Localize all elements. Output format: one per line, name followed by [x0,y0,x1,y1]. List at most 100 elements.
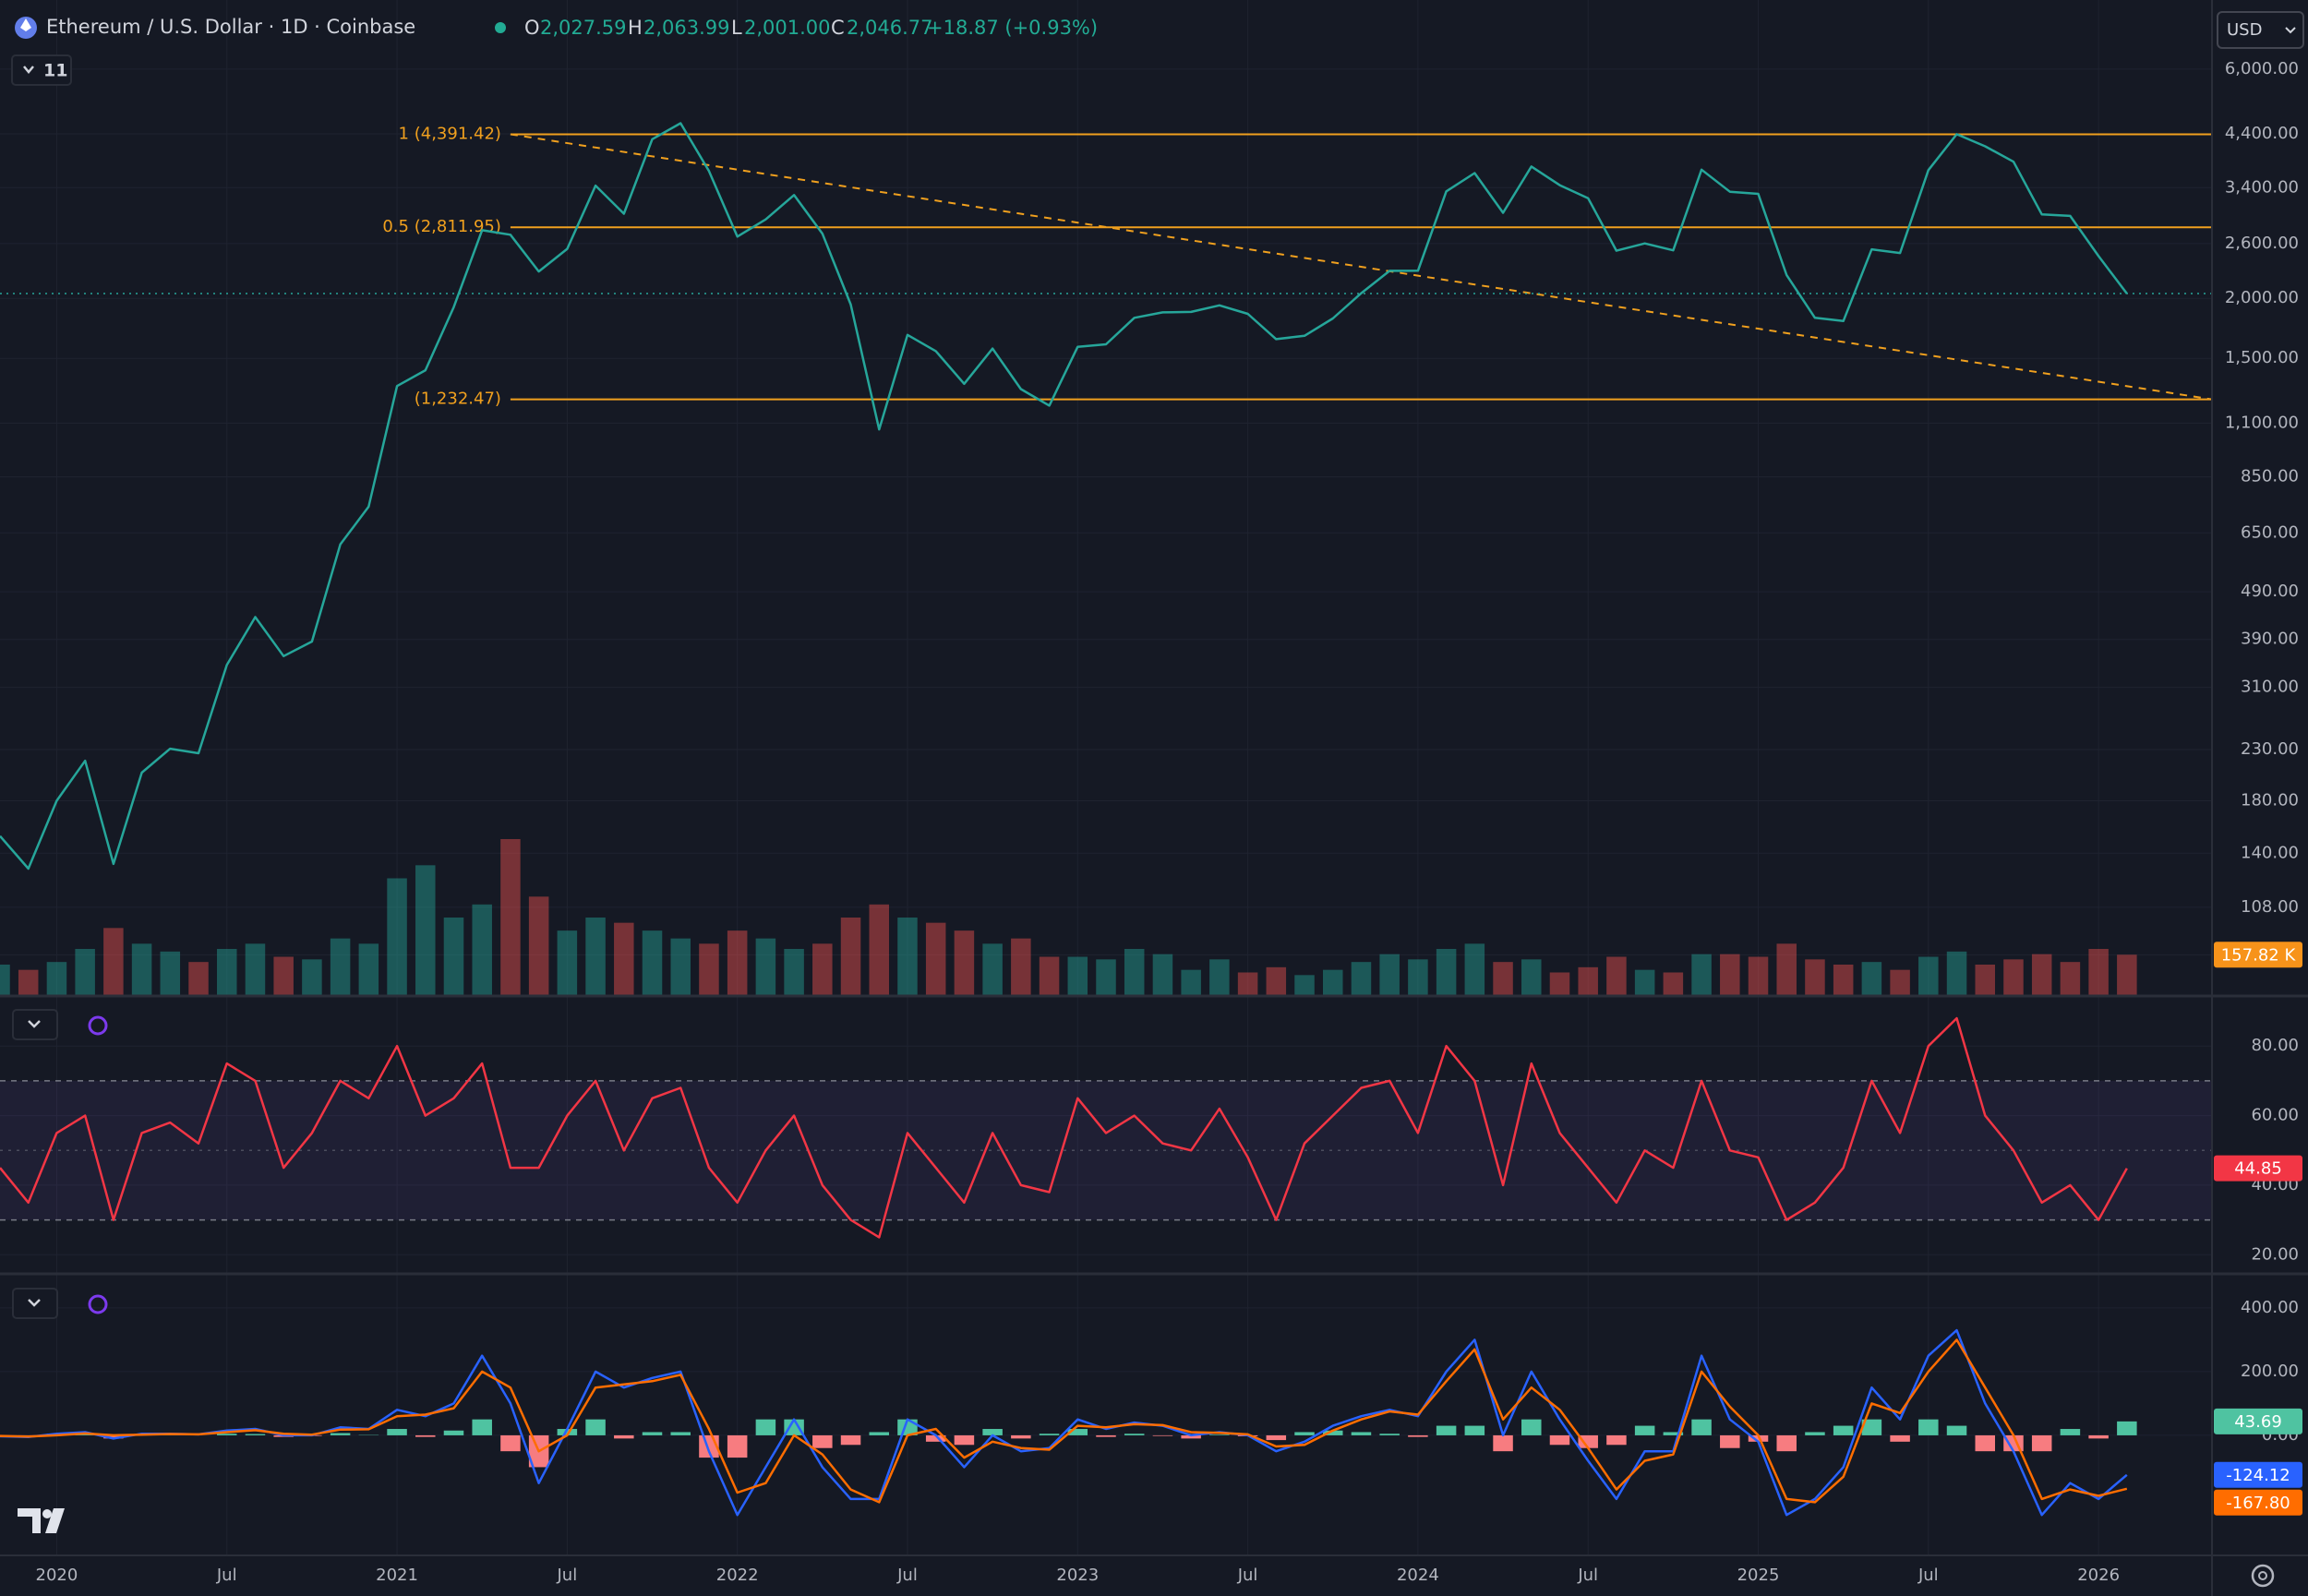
histogram-bar [1833,1425,1854,1435]
volume-bar [557,930,578,996]
ohlc-value: 2,046.77 [847,17,933,39]
volume-bar [1181,969,1201,996]
histogram-bar [614,1434,634,1439]
volume-bar [642,930,663,996]
indicators-toggle[interactable]: 11 [11,54,72,86]
volume-bar [387,878,407,996]
currency-box[interactable] [2217,11,2304,49]
currency-selector[interactable]: USD [2217,11,2304,49]
y-tick-label: 1,500.00 [2225,348,2299,367]
ohlc-value: 2,063.99 [643,17,730,39]
volume-bar [1011,938,1031,996]
volume-bar [727,930,748,996]
volume-bar [358,943,379,996]
histogram-bar [500,1434,521,1452]
volume-bar [982,943,1003,996]
volume-bar [2003,959,2024,996]
gear-hub [2258,1571,2267,1580]
volume-bar [812,943,833,996]
histogram-bar [1266,1434,1287,1441]
histogram-bar [954,1434,975,1446]
histogram-bar [216,1434,237,1435]
price-tag [2214,1155,2302,1182]
histogram-bar [1294,1432,1315,1435]
volume-bar [2117,954,2137,996]
x-tick-label: Jul [556,1566,577,1585]
histogram-bar [1748,1434,1769,1442]
histogram-bar [1408,1434,1428,1437]
volume-bar [2060,962,2081,996]
volume-bar [1975,965,1996,996]
ohlc-value: 2,001.00 [744,17,831,39]
volume-bar [330,938,351,996]
histogram-bar [443,1430,464,1435]
volume-bar [1266,966,1287,996]
volume-bar [1578,966,1598,996]
volume-bar [784,949,804,996]
indicator-icon[interactable] [88,1015,108,1036]
histogram-bar [585,1419,606,1435]
volume-bar [925,922,946,996]
toggle-box[interactable] [11,54,72,86]
volume-bar [1748,956,1769,996]
y-tick-label: 6,000.00 [2225,59,2299,78]
coin-icon-glyph [20,18,31,31]
histogram-bar [2088,1434,2109,1439]
histogram-bar [245,1434,266,1435]
histogram-bar [1322,1430,1343,1435]
chevron [28,1020,41,1028]
y-tick-label: 108.00 [2241,897,2299,917]
y-tick-label: 4,400.00 [2225,124,2299,143]
gear[interactable] [2251,1564,2275,1588]
histogram-bar [1209,1434,1230,1435]
volume-bar [699,943,719,996]
volume-bar [897,918,918,996]
x-tick-label: 2021 [376,1566,418,1585]
fib-label: (1,232.47) [415,390,501,409]
logo [18,1508,65,1533]
series-line [0,1338,2128,1504]
price-tag [2214,1408,2302,1434]
volume-bar [1322,969,1343,996]
histogram-bar [670,1432,691,1435]
volume-bar [302,959,322,996]
macd-controls[interactable] [12,1288,108,1319]
histogram-bar [1918,1419,1939,1435]
volume-bar [528,896,549,996]
fib-label: 1 (4,391.42) [399,124,501,143]
ohlc-label: C [831,17,845,39]
volume-bar [2088,949,2109,996]
settings-button[interactable] [2251,1564,2275,1588]
histogram-bar [1663,1432,1684,1435]
y-tick-label: 20.00 [2251,1244,2299,1264]
y-tick-label: 140.00 [2241,843,2299,862]
indicator-icon[interactable] [88,1294,108,1314]
y-tick-label: 80.00 [2251,1036,2299,1055]
symbol-title: Ethereum / U.S. Dollar · 1D · Coinbase [46,16,415,38]
x-tick-label: Jul [1577,1566,1598,1585]
price-change: +18.87 (+0.93%) [927,17,1098,39]
histogram-bar [1436,1425,1457,1435]
volume-bar [1691,954,1712,996]
histogram-bar [1805,1432,1825,1435]
histogram-bar [1946,1425,1967,1435]
volume-bar [46,962,67,996]
y-tick-label: 1,100.00 [2225,413,2299,432]
volume-bar [614,922,634,996]
rsi-controls[interactable] [12,1009,108,1040]
chevron [23,66,34,74]
volume-bar [1890,969,1910,996]
logo-part [42,1509,52,1518]
volume-bar [1379,954,1400,996]
histogram-bar [75,1434,95,1435]
volume-bar [1408,959,1428,996]
histogram-bar [1152,1434,1173,1436]
currency: USD [2227,20,2262,40]
histogram-bar [2031,1434,2052,1452]
histogram-bar [755,1419,776,1435]
ohlc-label: O [524,17,540,39]
x-tick-label: 2020 [36,1566,78,1585]
y-tick-label: 180.00 [2241,790,2299,810]
